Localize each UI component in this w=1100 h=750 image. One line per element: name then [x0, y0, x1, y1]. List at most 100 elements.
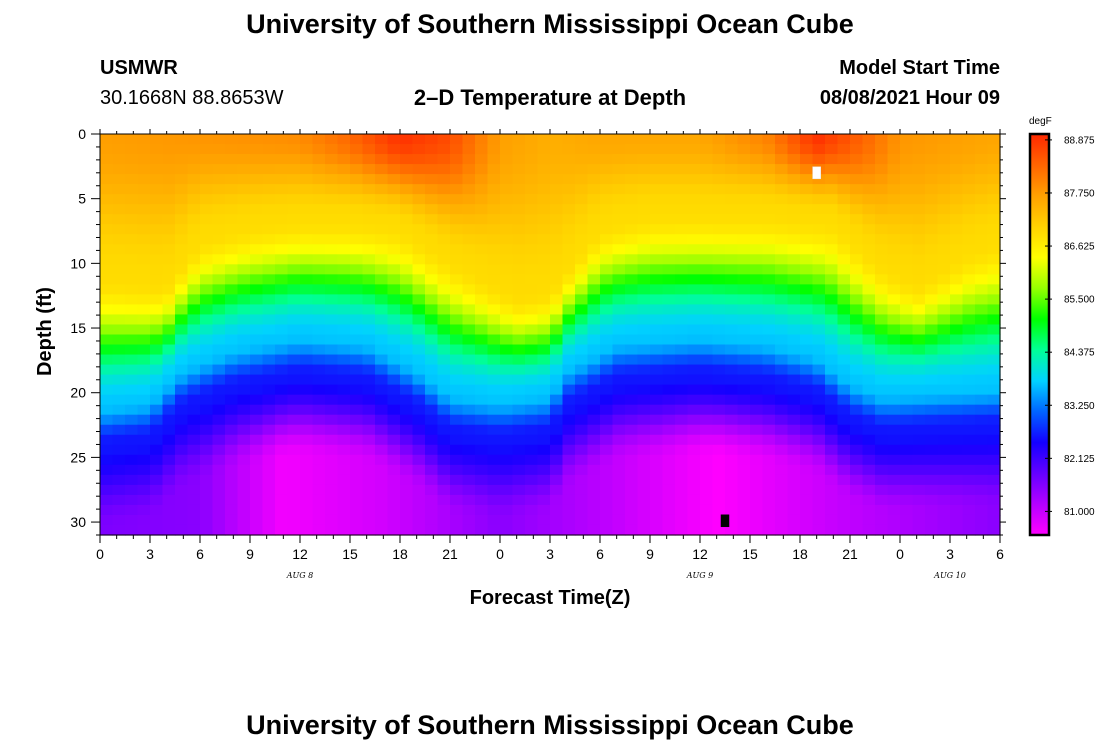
heatmap-cell — [212, 384, 226, 396]
heatmap-cell — [300, 404, 314, 416]
heatmap-cell — [637, 354, 651, 366]
heatmap-cell — [875, 354, 889, 366]
heatmap-cell — [175, 144, 189, 155]
heatmap-cell — [262, 374, 276, 386]
heatmap-cell — [650, 214, 664, 225]
heatmap-cell — [525, 354, 539, 366]
heatmap-cell — [200, 454, 214, 466]
heatmap-cell — [500, 314, 514, 326]
heatmap-cell — [925, 354, 939, 366]
heatmap-cell — [662, 384, 676, 396]
heatmap-cell — [587, 174, 601, 185]
heatmap-cell — [500, 484, 514, 496]
heatmap-cell — [962, 314, 976, 326]
heatmap-cell — [900, 344, 914, 356]
heatmap-cell — [325, 284, 339, 296]
heatmap-cell — [137, 414, 151, 426]
heatmap-cell — [525, 224, 539, 235]
heatmap-cell — [475, 464, 489, 476]
heatmap-cell — [712, 484, 726, 496]
heatmap-cell — [475, 494, 489, 506]
x-tick-label: 12 — [292, 546, 308, 562]
heatmap-cell — [812, 474, 826, 486]
heatmap-cell — [525, 314, 539, 326]
heatmap-cell — [787, 174, 801, 185]
heatmap-cell — [437, 244, 451, 255]
heatmap-cell — [762, 164, 776, 175]
heatmap-cell — [787, 214, 801, 225]
heatmap-cell — [100, 304, 114, 316]
heatmap-cell — [775, 204, 789, 215]
heatmap-cell — [887, 214, 901, 225]
heatmap-cell — [362, 424, 376, 436]
heatmap-cell — [962, 394, 976, 406]
heatmap-cell — [425, 494, 439, 506]
heatmap-cell — [350, 264, 364, 275]
heatmap-cell — [162, 144, 176, 155]
heatmap-cell — [937, 504, 951, 516]
heatmap-cell — [550, 144, 564, 155]
heatmap-cell — [275, 424, 289, 436]
heatmap-cell — [550, 364, 564, 376]
heatmap-cell — [737, 294, 751, 306]
heatmap-cell — [637, 454, 651, 466]
heatmap-cell — [200, 354, 214, 366]
heatmap-cell — [612, 354, 626, 366]
heatmap-cell — [862, 304, 876, 316]
heatmap-cell — [912, 374, 926, 386]
heatmap-cell — [125, 474, 139, 486]
heatmap-cell — [725, 514, 739, 526]
heatmap-cell — [862, 434, 876, 446]
heatmap-cell — [337, 454, 351, 466]
heatmap-cell — [800, 374, 814, 386]
heatmap-cell — [812, 354, 826, 366]
heatmap-cell — [725, 434, 739, 446]
heatmap-cell — [112, 424, 126, 436]
heatmap-cell — [212, 464, 226, 476]
heatmap-cell — [850, 354, 864, 366]
heatmap-cell — [750, 154, 764, 165]
heatmap-cell — [950, 424, 964, 436]
x-tick-label: 0 — [896, 546, 904, 562]
heatmap-cell — [812, 194, 826, 205]
heatmap-cell — [350, 284, 364, 296]
heatmap-cell — [200, 434, 214, 446]
heatmap-cell — [937, 264, 951, 275]
heatmap-cell — [625, 314, 639, 326]
heatmap-cell — [100, 404, 114, 416]
heatmap-cell — [700, 184, 714, 195]
heatmap-cell — [850, 324, 864, 336]
heatmap-cell — [225, 414, 239, 426]
heatmap-cell — [687, 454, 701, 466]
heatmap-cell — [837, 364, 851, 376]
heatmap-cell — [687, 444, 701, 456]
heatmap-cell — [962, 294, 976, 306]
heatmap-cell — [337, 214, 351, 225]
heatmap-cell — [787, 304, 801, 316]
heatmap-cell — [200, 224, 214, 235]
heatmap-cell — [350, 504, 364, 516]
heatmap-cell — [150, 214, 164, 225]
heatmap-cell — [275, 494, 289, 506]
heatmap-cell — [987, 414, 1001, 426]
heatmap-cell — [212, 324, 226, 336]
heatmap-cell — [875, 194, 889, 205]
heatmap-cell — [212, 444, 226, 456]
heatmap-cell — [662, 274, 676, 285]
heatmap-cell — [950, 414, 964, 426]
heatmap-cell — [387, 424, 401, 436]
heatmap-cell — [537, 214, 551, 225]
heatmap-cell — [375, 434, 389, 446]
heatmap-cell — [750, 234, 764, 245]
heatmap-cell — [150, 494, 164, 506]
heatmap-cell — [137, 194, 151, 205]
heatmap-cell — [237, 164, 251, 175]
heatmap-cell — [225, 204, 239, 215]
heatmap-cell — [525, 494, 539, 506]
heatmap-cell — [412, 244, 426, 255]
heatmap-cell — [737, 444, 751, 456]
heatmap-cell — [162, 454, 176, 466]
heatmap-cell — [100, 444, 114, 456]
heatmap-cell — [637, 474, 651, 486]
heatmap-cell — [237, 204, 251, 215]
